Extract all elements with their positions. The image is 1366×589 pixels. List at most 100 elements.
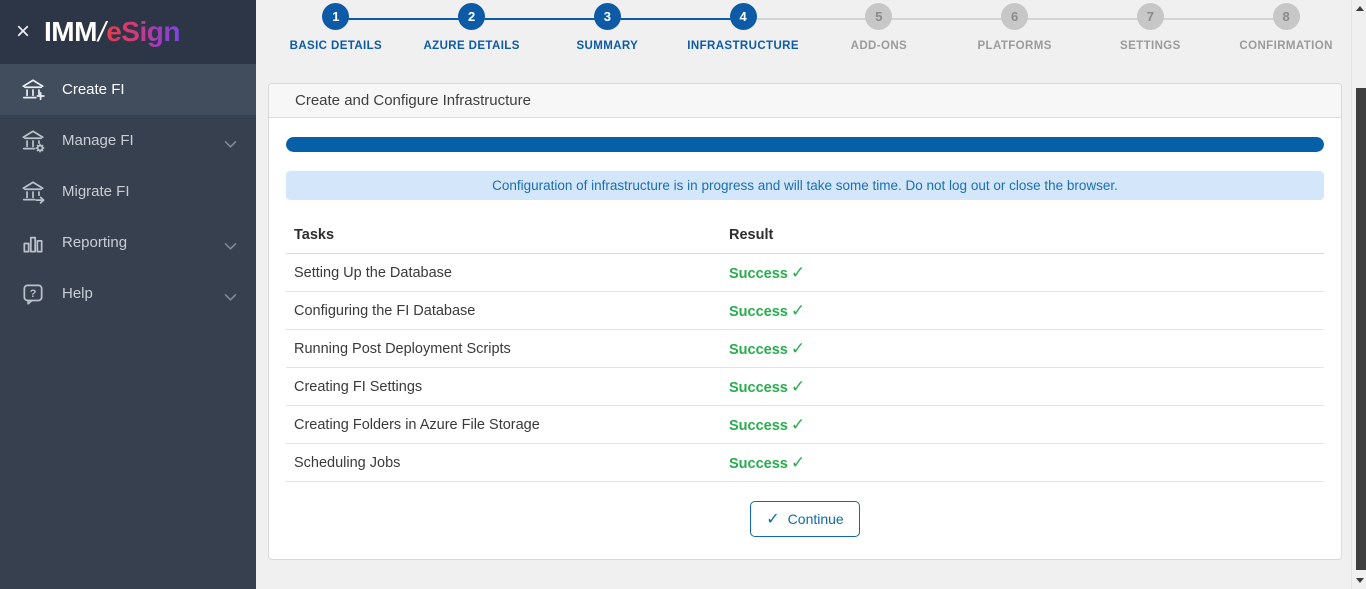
- task-result: Success ✓: [729, 377, 1316, 397]
- task-name: Scheduling Jobs: [294, 454, 401, 471]
- bar-chart-icon: [20, 230, 46, 256]
- stepper-connector: [539, 18, 608, 20]
- sidebar-item-migrate-fi[interactable]: Migrate FI: [0, 166, 256, 217]
- scrollbar-down-arrow-icon[interactable]: [1356, 578, 1364, 583]
- step-number-badge: 3: [593, 3, 621, 30]
- step-number-badge: 1: [322, 3, 350, 30]
- stepper-step-basic-details[interactable]: 1 BASIC DETAILS: [268, 3, 404, 70]
- table-rows: Setting Up the Database Success ✓ Configuri…: [286, 254, 1324, 482]
- stepper-connector: [335, 18, 404, 20]
- stepper-connector: [878, 18, 947, 20]
- stepper-connector: [471, 18, 540, 20]
- table-row: Creating Folders in Azure File Storage Su…: [286, 406, 1324, 444]
- page-scrollbar[interactable]: [1351, 0, 1366, 589]
- result-status: Success: [729, 265, 788, 282]
- table-row: Creating FI Settings Success ✓: [286, 368, 1324, 406]
- wizard-stepper: 1 BASIC DETAILS 2 AZURE DETAILS 3 SUMMARY 4 INF…: [268, 0, 1354, 70]
- main-content: 1 BASIC DETAILS 2 AZURE DETAILS 3 SUMMARY 4 INF…: [256, 0, 1366, 589]
- info-alert: Configuration of infrastructure is in pr…: [286, 171, 1324, 200]
- step-number-badge: 8: [1272, 3, 1300, 30]
- stepper-connector: [743, 18, 811, 20]
- stepper-step-summary[interactable]: 3 SUMMARY: [539, 3, 676, 70]
- task-name: Setting Up the Database: [294, 264, 452, 281]
- stepper-connector: [607, 18, 676, 20]
- task-result: Success ✓: [729, 263, 1316, 283]
- logo-slash: /: [97, 16, 106, 47]
- sidebar-item-reporting[interactable]: Reporting: [0, 217, 256, 268]
- step-number-badge: 7: [1136, 3, 1164, 30]
- bank-arrow-icon: [20, 179, 46, 205]
- task-result: Success ✓: [729, 415, 1316, 435]
- logo-bar: × IMM/eSign: [0, 0, 256, 64]
- stepper-step-settings[interactable]: 7 SETTINGS: [1082, 3, 1219, 70]
- tasks-table: Tasks Result Setting Up the Database Succ…: [286, 217, 1324, 482]
- stepper-connector: [1082, 18, 1151, 20]
- table-header-row: Tasks Result: [286, 217, 1324, 254]
- check-icon: ✓: [790, 452, 806, 472]
- step-label: CONFIRMATION: [1239, 40, 1333, 52]
- chevron-down-icon: [224, 136, 238, 148]
- stepper-step-azure-details[interactable]: 2 AZURE DETAILS: [403, 3, 540, 70]
- table-row: Running Post Deployment Scripts Success ✓: [286, 330, 1324, 368]
- chevron-down-icon: [224, 238, 238, 250]
- table-row: Configuring the FI Database Success ✓: [286, 292, 1324, 330]
- check-icon: ✓: [790, 300, 806, 320]
- step-label: PLATFORMS: [977, 40, 1052, 52]
- stepper-connector: [1014, 18, 1083, 20]
- task-name: Creating FI Settings: [294, 378, 423, 395]
- stepper-connector: [946, 18, 1015, 20]
- sidebar-item-help[interactable]: ? Help: [0, 268, 256, 319]
- result-status: Success: [729, 379, 788, 396]
- column-header-result: Result: [729, 227, 774, 243]
- task-result: Success ✓: [729, 339, 1316, 359]
- help-bubble-icon: ?: [20, 281, 46, 307]
- stepper-step-add-ons[interactable]: 5 ADD-ONS: [811, 3, 947, 70]
- task-name: Creating Folders in Azure File Storage: [294, 416, 540, 433]
- check-icon: ✓: [790, 376, 806, 396]
- result-status: Success: [729, 341, 788, 358]
- stepper-connector: [675, 18, 744, 20]
- task-result: Success ✓: [729, 301, 1316, 321]
- continue-button[interactable]: ✓ Continue: [750, 501, 860, 537]
- app-logo: IMM/eSign: [44, 16, 180, 48]
- sidebar-item-create-fi[interactable]: Create FI: [0, 64, 256, 115]
- logo-esign: eSign: [106, 16, 180, 47]
- close-icon[interactable]: ×: [16, 18, 31, 45]
- stepper-step-platforms[interactable]: 6 PLATFORMS: [946, 3, 1083, 70]
- task-result: Success ✓: [729, 453, 1316, 473]
- scrollbar-thumb[interactable]: [1356, 88, 1366, 570]
- button-row: ✓ Continue: [286, 501, 1324, 537]
- svg-text:?: ?: [30, 287, 37, 299]
- stepper-connector: [1218, 18, 1287, 20]
- stepper-connector: [811, 18, 879, 20]
- sidebar-item-label: Migrate FI: [62, 183, 130, 200]
- check-icon: ✓: [790, 338, 806, 358]
- stepper-step-infrastructure[interactable]: 4 INFRASTRUCTURE: [675, 3, 811, 70]
- sidebar-item-manage-fi[interactable]: Manage FI: [0, 115, 256, 166]
- result-status: Success: [729, 417, 788, 434]
- step-number-badge: 2: [458, 3, 486, 30]
- table-row: Setting Up the Database Success ✓: [286, 254, 1324, 292]
- step-label: SUMMARY: [576, 40, 639, 52]
- step-label: AZURE DETAILS: [423, 40, 520, 52]
- stepper-connector: [1150, 18, 1219, 20]
- result-status: Success: [729, 455, 788, 472]
- step-number-badge: 6: [1001, 3, 1029, 30]
- step-label: BASIC DETAILS: [289, 40, 383, 52]
- sidebar-item-label: Help: [62, 285, 93, 302]
- logo-imm: IMM: [44, 16, 97, 47]
- panel-title: Create and Configure Infrastructure: [269, 84, 1341, 118]
- bank-plus-icon: [20, 77, 46, 103]
- check-icon: ✓: [766, 511, 780, 528]
- scrollbar-up-arrow-icon[interactable]: [1356, 6, 1364, 11]
- task-name: Running Post Deployment Scripts: [294, 340, 511, 357]
- step-label: INFRASTRUCTURE: [687, 40, 799, 52]
- sidebar-item-label: Reporting: [62, 234, 128, 251]
- table-row: Scheduling Jobs Success ✓: [286, 444, 1324, 482]
- step-label: ADD-ONS: [850, 40, 908, 52]
- stepper-step-confirmation[interactable]: 8 CONFIRMATION: [1218, 3, 1354, 70]
- check-icon: ✓: [790, 414, 806, 434]
- step-number-badge: 4: [729, 3, 757, 30]
- task-name: Configuring the FI Database: [294, 302, 476, 319]
